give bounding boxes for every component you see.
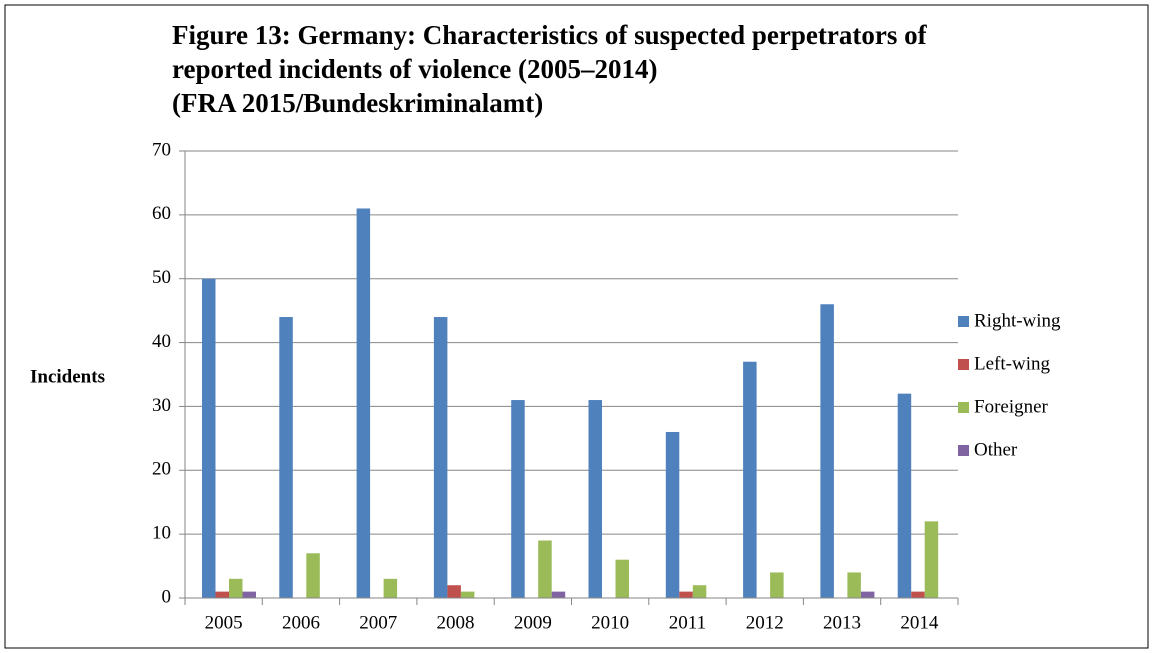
y-tick-label: 30 xyxy=(152,395,171,416)
bar xyxy=(924,521,939,598)
bar xyxy=(538,540,552,598)
x-tick-label: 2011 xyxy=(669,612,706,633)
bar xyxy=(743,361,757,598)
legend-label: Foreigner xyxy=(974,396,1049,417)
bar xyxy=(911,591,925,598)
legend-swatch xyxy=(958,359,969,370)
bar xyxy=(242,591,256,598)
bar xyxy=(665,431,680,598)
bar xyxy=(615,559,629,598)
bar xyxy=(847,572,861,598)
x-tick-label: 2006 xyxy=(282,612,320,633)
chart-title: Figure 13: Germany: Characteristics of s… xyxy=(172,20,928,50)
y-tick-label: 70 xyxy=(152,139,171,160)
x-tick-label: 2014 xyxy=(900,612,939,633)
bar xyxy=(551,591,566,598)
y-tick-label: 40 xyxy=(152,331,171,352)
bar xyxy=(679,591,693,598)
bar xyxy=(202,278,216,598)
bar xyxy=(770,572,784,598)
bar xyxy=(447,585,461,598)
legend-label: Other xyxy=(974,439,1018,460)
bar xyxy=(229,578,243,598)
x-tick-label: 2008 xyxy=(437,612,475,633)
y-axis-label: Incidents xyxy=(30,366,105,387)
bar xyxy=(692,585,707,598)
legend-swatch xyxy=(958,316,969,327)
bar xyxy=(820,304,834,598)
bar xyxy=(511,400,525,598)
legend-swatch xyxy=(958,402,969,413)
bar xyxy=(306,553,320,598)
x-tick-label: 2009 xyxy=(514,612,552,633)
legend-label: Right-wing xyxy=(974,310,1061,331)
legend-swatch xyxy=(958,445,969,456)
chart-border xyxy=(4,4,1149,649)
x-tick-label: 2007 xyxy=(359,612,397,633)
bar xyxy=(588,400,602,598)
y-tick-label: 20 xyxy=(152,459,171,480)
chart-subtitle: (FRA 2015/Bundeskriminalamt) xyxy=(172,88,543,118)
y-tick-label: 0 xyxy=(162,586,172,607)
bar xyxy=(356,208,371,598)
chart-title: reported incidents of violence (2005–201… xyxy=(172,54,657,84)
bar xyxy=(279,317,293,598)
y-tick-label: 10 xyxy=(152,523,171,544)
y-tick-label: 50 xyxy=(152,267,171,288)
x-tick-label: 2010 xyxy=(591,612,629,633)
bar xyxy=(433,317,448,598)
bar xyxy=(860,591,875,598)
bar xyxy=(215,591,229,598)
legend-label: Left-wing xyxy=(974,353,1050,374)
bar xyxy=(383,578,398,598)
x-tick-label: 2013 xyxy=(823,612,861,633)
y-tick-label: 60 xyxy=(152,203,171,224)
bar xyxy=(460,591,475,598)
x-tick-label: 2005 xyxy=(205,612,243,633)
x-tick-label: 2012 xyxy=(746,612,784,633)
bar xyxy=(897,393,912,598)
